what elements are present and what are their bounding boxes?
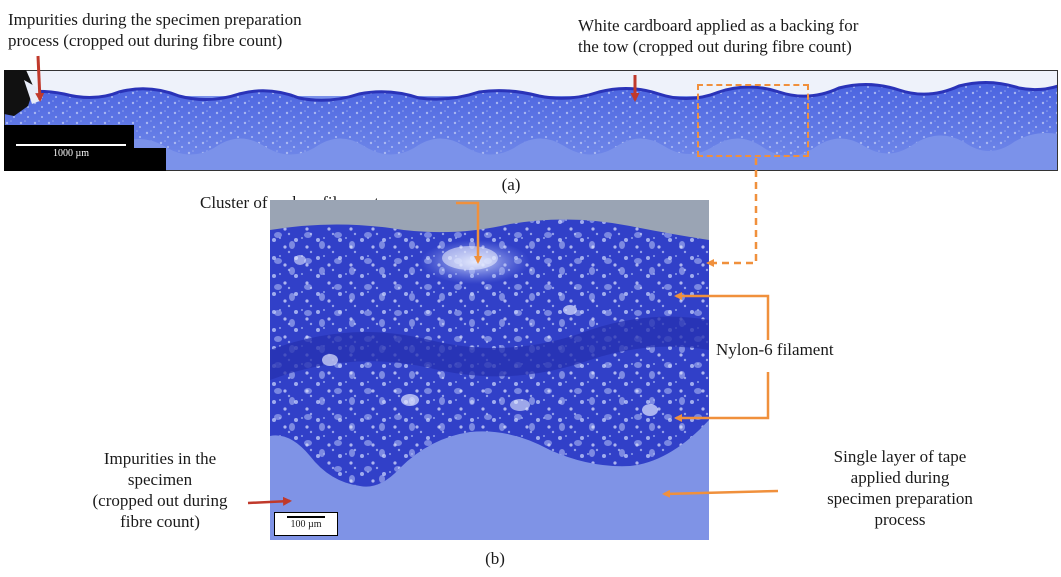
overview-scalebar-label: 1000 µm (52, 148, 90, 159)
label-tape-layer: Single layer of tape applied during spec… (827, 447, 973, 529)
panel-label-b: (b) (485, 549, 505, 568)
panel-label-a: (a) (501, 175, 521, 194)
detail-scalebar-label: 100 µm (290, 519, 322, 530)
label-cardboard: White cardboard applied as a backing for… (578, 16, 859, 56)
label-impurities-specimen: Impurities in the specimen (cropped out … (92, 449, 228, 531)
detail-scalebar-line (287, 516, 325, 518)
detail-micrograph-image (270, 200, 709, 540)
overview-micrograph: 1000 µm (4, 70, 1058, 171)
arrow-impurities-specimen (247, 496, 292, 506)
detail-micrograph: 100 µm (270, 200, 709, 540)
overview-micrograph-image (4, 70, 1058, 171)
overview-scalebar-line (16, 144, 126, 146)
arrow-tape-layer (662, 489, 779, 498)
label-nylon: Nylon-6 filament (716, 340, 834, 359)
detail-scalebar: 100 µm (274, 512, 338, 536)
overview-scalebar: 1000 µm (16, 144, 126, 159)
arrow-nylon-lower (674, 372, 770, 422)
label-impurities-prep: Impurities during the specimen preparati… (8, 10, 302, 50)
arrow-impurities-prep (35, 55, 45, 102)
arrow-zoom-link (706, 158, 758, 267)
arrow-nylon-upper (674, 292, 770, 340)
arrow-carbon-cluster (456, 201, 482, 264)
zoom-region-box (697, 84, 809, 157)
